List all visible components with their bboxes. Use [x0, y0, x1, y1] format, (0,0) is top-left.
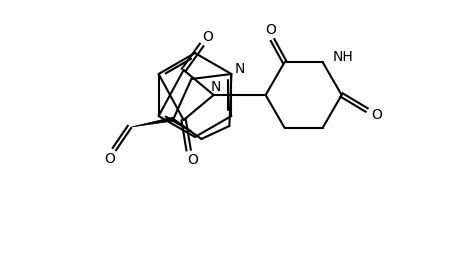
- Text: N: N: [234, 62, 245, 76]
- Text: O: O: [202, 30, 213, 44]
- Text: NH: NH: [333, 50, 353, 64]
- Text: N: N: [210, 80, 221, 94]
- Text: O: O: [104, 152, 115, 166]
- Polygon shape: [131, 117, 174, 127]
- Text: O: O: [371, 108, 382, 122]
- Text: O: O: [187, 153, 198, 167]
- Text: O: O: [265, 23, 276, 37]
